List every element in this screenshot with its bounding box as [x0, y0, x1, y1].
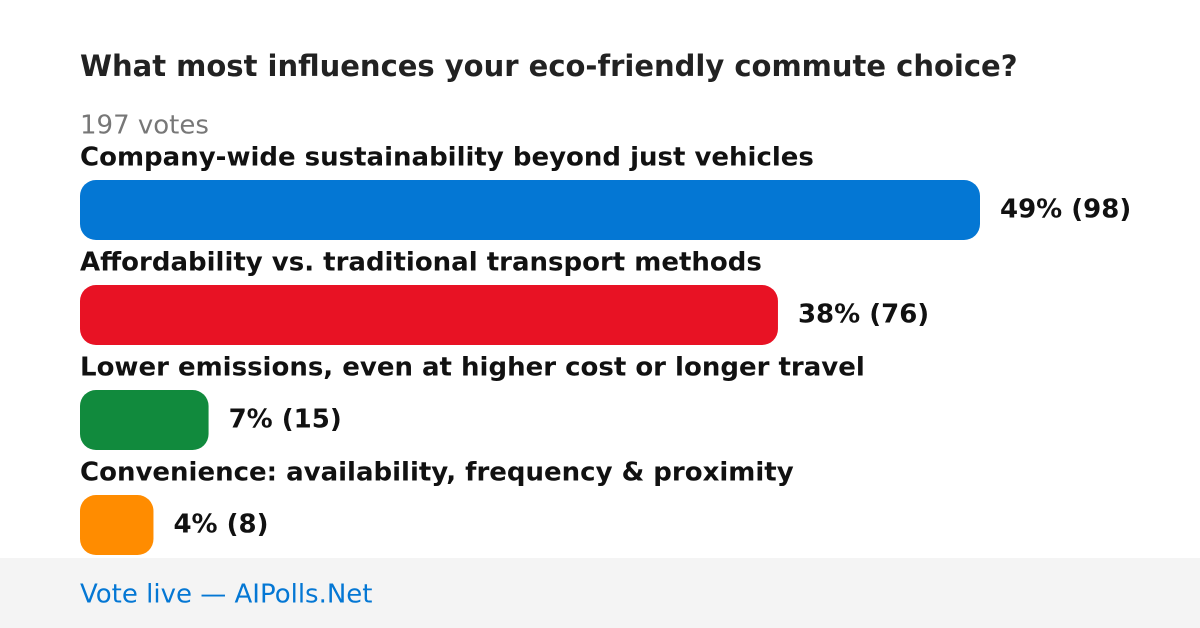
value-label: 49% (98) — [1000, 195, 1131, 225]
option-label: Affordability vs. traditional transport … — [80, 248, 762, 278]
value-label: 7% (15) — [229, 405, 342, 435]
option-label: Company-wide sustainability beyond just … — [80, 143, 814, 173]
bar — [80, 285, 778, 345]
vote-count: 197 votes — [80, 111, 209, 141]
value-label: 38% (76) — [798, 300, 929, 330]
option-label: Convenience: availability, frequency & p… — [80, 458, 794, 488]
bar — [80, 495, 154, 555]
value-label: 4% (8) — [173, 510, 268, 540]
bar — [80, 390, 209, 450]
footer-band — [0, 558, 1200, 628]
poll-title: What most influences your eco-friendly c… — [80, 49, 1018, 83]
bar — [80, 180, 980, 240]
footer-link[interactable]: Vote live — AIPolls.Net — [80, 580, 373, 610]
option-label: Lower emissions, even at higher cost or … — [80, 353, 865, 383]
